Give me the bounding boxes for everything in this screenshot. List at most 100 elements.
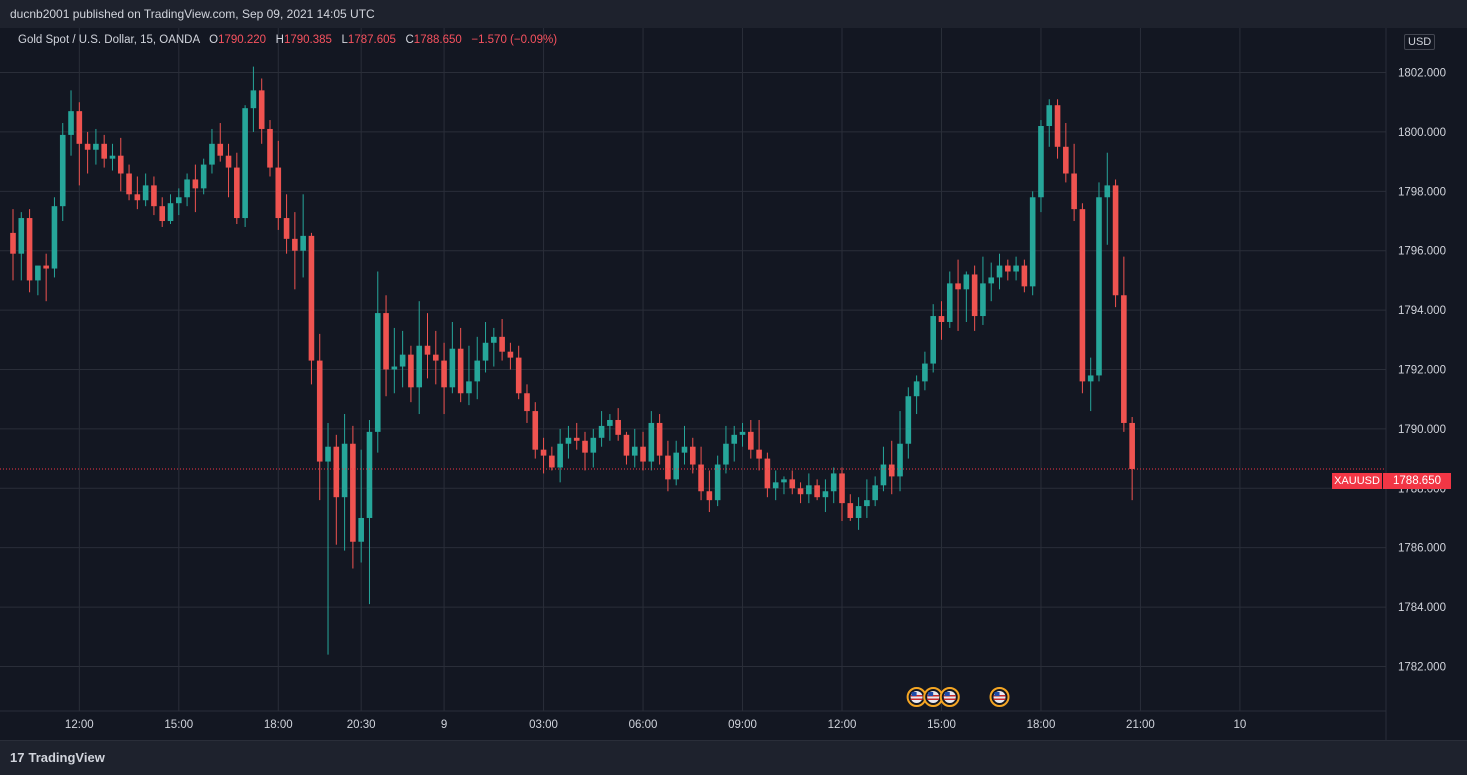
candle xyxy=(250,66,257,132)
candle-body xyxy=(234,167,240,219)
candle xyxy=(1029,191,1036,296)
y-tick-label: 1798.000 xyxy=(1398,186,1446,198)
candle xyxy=(797,482,804,504)
candle xyxy=(109,143,116,171)
candle xyxy=(1038,120,1044,213)
candlestick-chart[interactable]: 1802.000 1800.000 1798.000 1796.000 1794.000… xyxy=(0,28,1467,740)
candle-body xyxy=(689,446,696,465)
candle xyxy=(1096,182,1102,382)
candle-body xyxy=(300,235,306,251)
candle xyxy=(51,197,58,278)
candle-body xyxy=(441,360,447,388)
candle xyxy=(681,425,688,465)
us-flag-event-icon[interactable] xyxy=(939,687,960,707)
candle xyxy=(209,128,215,174)
candle xyxy=(946,271,953,328)
candle-body xyxy=(292,238,298,251)
candle xyxy=(308,232,315,385)
candle xyxy=(1112,179,1119,308)
candle-body xyxy=(540,449,547,456)
candle-body xyxy=(731,434,738,444)
candle xyxy=(399,330,406,388)
candle xyxy=(441,342,447,415)
candle xyxy=(532,402,539,459)
candle-body xyxy=(872,485,878,501)
published-text: ducnb2001 published on TradingView.com, … xyxy=(10,7,375,21)
currency-badge[interactable]: USD xyxy=(1404,34,1436,50)
candle xyxy=(507,342,514,370)
candle xyxy=(275,140,282,230)
candle-body xyxy=(789,479,796,489)
candle xyxy=(300,194,306,278)
candle-body xyxy=(374,313,381,432)
candle xyxy=(134,176,141,210)
candle-body xyxy=(781,479,787,483)
candle xyxy=(151,176,157,216)
candle-body xyxy=(864,500,870,507)
us-flag-event-icon[interactable] xyxy=(923,687,944,707)
candle xyxy=(524,384,530,423)
candle-body xyxy=(341,443,348,498)
candle xyxy=(258,78,265,144)
candle-body xyxy=(159,206,166,222)
candle xyxy=(424,313,431,379)
candle xyxy=(930,304,936,373)
candle-body xyxy=(847,503,854,518)
low-value: 1787.605 xyxy=(347,34,396,46)
candle-body xyxy=(1096,197,1102,376)
candle xyxy=(292,212,298,290)
candle-body xyxy=(756,449,762,459)
candle-body xyxy=(698,464,704,492)
candle-body xyxy=(631,446,638,456)
candle-body xyxy=(1104,185,1111,198)
chart-area[interactable]: 1802.000 1800.000 1798.000 1796.000 1794.000… xyxy=(0,28,1467,740)
low-label: L xyxy=(341,34,348,46)
candle xyxy=(18,212,25,281)
candle xyxy=(225,143,232,198)
candle-body xyxy=(250,90,257,109)
candle-body xyxy=(1038,125,1044,198)
tradingview-logo-text: TradingView xyxy=(28,750,105,765)
candle-body xyxy=(242,108,248,219)
candle-body xyxy=(930,316,936,364)
us-flag-event-icon[interactable] xyxy=(906,687,927,707)
candle-body xyxy=(192,179,199,189)
candle-body xyxy=(1071,173,1077,210)
candle xyxy=(432,330,439,385)
y-tick-label: 1800.000 xyxy=(1398,127,1446,139)
candle-body xyxy=(888,464,895,477)
us-flag-event-icon[interactable] xyxy=(989,687,1010,707)
candle xyxy=(607,414,613,441)
candle-body xyxy=(399,354,406,367)
candle-body xyxy=(681,446,688,453)
candle-body xyxy=(51,206,58,269)
candle xyxy=(665,440,671,492)
candle xyxy=(565,425,572,459)
tradingview-logo[interactable]: 17 TradingView xyxy=(10,750,105,765)
candle xyxy=(76,102,83,186)
candle-body xyxy=(922,363,928,382)
footer-bar: 17 TradingView xyxy=(0,740,1467,775)
symbol-title: Gold Spot / U.S. Dollar, 15, OANDA xyxy=(18,34,200,46)
x-tick-label: 12:00 xyxy=(828,719,857,731)
candle xyxy=(822,479,829,513)
candle xyxy=(830,467,837,504)
candle xyxy=(880,446,887,492)
x-tick-label: 20:30 xyxy=(347,719,376,731)
candle xyxy=(689,437,696,474)
candle xyxy=(341,414,348,551)
candle-body xyxy=(18,218,25,254)
candle xyxy=(142,173,149,207)
candle xyxy=(772,470,779,501)
candle-body xyxy=(258,90,265,129)
candle-body xyxy=(839,473,845,504)
candle-body xyxy=(996,265,1003,278)
candle xyxy=(391,327,398,394)
candle-body xyxy=(955,283,961,290)
candle-body xyxy=(615,419,621,435)
candle-body xyxy=(822,491,829,498)
candle xyxy=(673,440,679,486)
candle xyxy=(1013,256,1019,281)
candle-body xyxy=(101,143,107,159)
candle-body xyxy=(466,381,472,394)
